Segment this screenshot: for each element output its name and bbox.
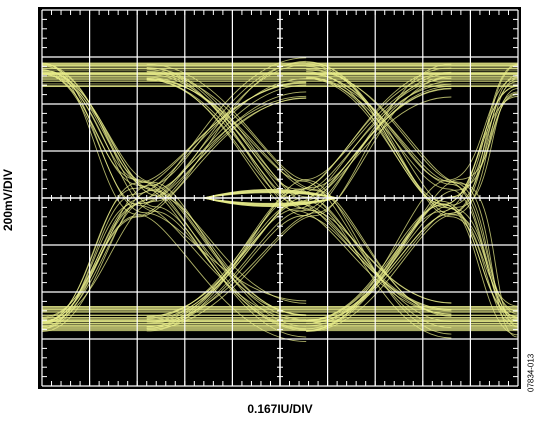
trace-transition-0 — [41, 64, 307, 324]
figure-id: 07834-013 — [526, 353, 536, 392]
trace-transition-1 — [146, 63, 452, 331]
trace-transition-0 — [41, 61, 307, 323]
trace-transition-1 — [146, 76, 452, 322]
trace-transition-2 — [306, 87, 519, 324]
trace-transition-2 — [306, 94, 519, 322]
y-axis-label: 200mV/DIV — [1, 168, 15, 232]
trace-transition-2 — [306, 63, 519, 320]
x-axis-label: 0.167IU/DIV — [247, 402, 313, 416]
trace-transition-2 — [306, 78, 519, 333]
trace-transition-1 — [146, 71, 452, 328]
trace-transition-1 — [146, 63, 452, 335]
trace-transition-2 — [306, 68, 519, 338]
trace-transition-0 — [41, 81, 307, 329]
eye-diagram-plot — [32, 2, 529, 398]
trace-transition-2 — [306, 69, 519, 327]
trace-transition-0 — [41, 69, 307, 304]
graticule — [41, 9, 519, 387]
trace-transition-0 — [41, 73, 307, 317]
trace-transition-1 — [146, 80, 452, 328]
trace-transition-1 — [146, 78, 452, 316]
trace-transition-2 — [306, 72, 519, 315]
